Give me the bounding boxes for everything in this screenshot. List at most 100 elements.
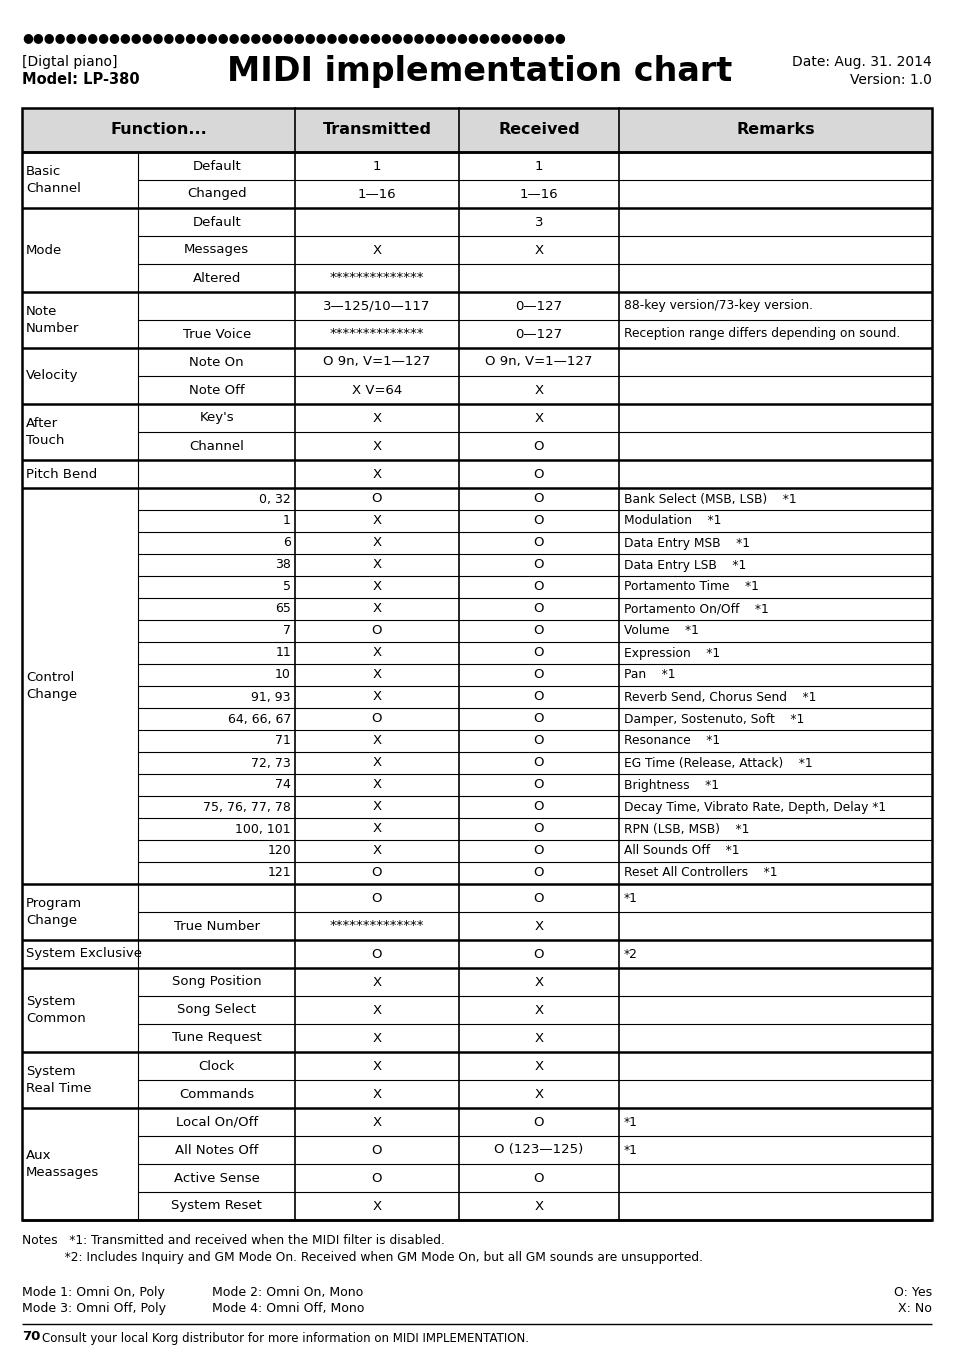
- Text: 1—16: 1—16: [519, 188, 558, 201]
- Text: O: O: [533, 756, 543, 770]
- Text: O: O: [533, 602, 543, 616]
- Text: X: X: [372, 1088, 381, 1100]
- Text: Tune Request: Tune Request: [172, 1031, 261, 1045]
- Text: X: X: [534, 1088, 543, 1100]
- Text: 64, 66, 67: 64, 66, 67: [228, 713, 291, 725]
- Text: Expression    *1: Expression *1: [623, 647, 720, 660]
- Text: 120: 120: [267, 845, 291, 857]
- Text: 121: 121: [267, 867, 291, 879]
- Text: O: O: [533, 440, 543, 452]
- Text: True Voice: True Voice: [182, 328, 251, 340]
- Text: Song Position: Song Position: [172, 976, 261, 988]
- Text: Pan    *1: Pan *1: [623, 668, 675, 682]
- Text: *2: Includes Inquiry and GM Mode On. Received when GM Mode On, but all GM sounds: *2: Includes Inquiry and GM Mode On. Rec…: [22, 1251, 702, 1264]
- Text: X: X: [534, 243, 543, 256]
- Text: *1: *1: [623, 891, 638, 904]
- Text: X: X: [372, 602, 381, 616]
- Text: Note Off: Note Off: [189, 383, 244, 397]
- Text: X: X: [372, 647, 381, 660]
- Text: O: Yes: O: Yes: [893, 1287, 931, 1299]
- Text: 1—16: 1—16: [357, 188, 395, 201]
- Text: X: X: [372, 467, 381, 481]
- Text: 3—125/10—117: 3—125/10—117: [323, 300, 430, 312]
- Text: Active Sense: Active Sense: [173, 1172, 259, 1184]
- Text: 91, 93: 91, 93: [252, 690, 291, 703]
- Bar: [22, 108, 931, 153]
- Text: 10: 10: [274, 668, 291, 682]
- Text: X V=64: X V=64: [352, 383, 401, 397]
- Text: O: O: [533, 845, 543, 857]
- Text: EG Time (Release, Attack)    *1: EG Time (Release, Attack) *1: [623, 756, 812, 770]
- Text: X: X: [372, 1200, 381, 1212]
- Text: Portamento On/Off    *1: Portamento On/Off *1: [623, 602, 768, 616]
- Text: X: X: [534, 412, 543, 424]
- Text: O: O: [372, 948, 382, 960]
- Text: O: O: [533, 559, 543, 571]
- Text: O: O: [533, 867, 543, 879]
- Text: 71: 71: [274, 734, 291, 748]
- Text: Program
Change: Program Change: [26, 896, 82, 927]
- Text: O: O: [372, 713, 382, 725]
- Text: O: O: [533, 690, 543, 703]
- Text: Mode 2: Omni On, Mono: Mode 2: Omni On, Mono: [212, 1287, 363, 1299]
- Text: Basic
Channel: Basic Channel: [26, 165, 81, 194]
- Text: X: X: [372, 690, 381, 703]
- Text: X: X: [372, 243, 381, 256]
- Text: Bank Select (MSB, LSB)    *1: Bank Select (MSB, LSB) *1: [623, 493, 796, 505]
- Text: **************: **************: [330, 271, 424, 285]
- Text: Default: Default: [193, 216, 241, 228]
- Text: [Digtal piano]: [Digtal piano]: [22, 55, 117, 69]
- Text: O: O: [533, 713, 543, 725]
- Text: X: X: [372, 801, 381, 814]
- Text: 11: 11: [275, 647, 291, 660]
- Text: O: O: [533, 580, 543, 594]
- Text: X: X: [534, 976, 543, 988]
- Text: Decay Time, Vibrato Rate, Depth, Delay *1: Decay Time, Vibrato Rate, Depth, Delay *…: [623, 801, 885, 814]
- Text: All Sounds Off    *1: All Sounds Off *1: [623, 845, 739, 857]
- Text: RPN (LSB, MSB)    *1: RPN (LSB, MSB) *1: [623, 822, 748, 836]
- Text: 65: 65: [274, 602, 291, 616]
- Text: Damper, Sostenuto, Soft    *1: Damper, Sostenuto, Soft *1: [623, 713, 803, 725]
- Text: *1: *1: [623, 1115, 638, 1129]
- Text: X: X: [372, 1031, 381, 1045]
- Text: 7: 7: [283, 625, 291, 637]
- Text: Local On/Off: Local On/Off: [175, 1115, 257, 1129]
- Text: 3: 3: [534, 216, 542, 228]
- Text: O: O: [533, 1115, 543, 1129]
- Text: Pitch Bend: Pitch Bend: [26, 467, 97, 481]
- Text: *1: *1: [623, 1143, 638, 1157]
- Text: O: O: [533, 801, 543, 814]
- Text: O: O: [372, 867, 382, 879]
- Text: X: X: [534, 1200, 543, 1212]
- Text: X: X: [372, 756, 381, 770]
- Text: O: O: [533, 625, 543, 637]
- Text: 0—127: 0—127: [515, 328, 562, 340]
- Text: All Notes Off: All Notes Off: [174, 1143, 258, 1157]
- Text: Portamento Time    *1: Portamento Time *1: [623, 580, 758, 594]
- Text: X: X: [372, 1115, 381, 1129]
- Text: Consult your local Korg distributor for more information on MIDI IMPLEMENTATION.: Consult your local Korg distributor for …: [42, 1332, 529, 1345]
- Text: X: X: [534, 1060, 543, 1072]
- Text: X: No: X: No: [897, 1301, 931, 1315]
- Text: 88-key version/73-key version.: 88-key version/73-key version.: [623, 300, 812, 312]
- Text: O: O: [533, 891, 543, 904]
- Text: O: O: [533, 822, 543, 836]
- Text: O: O: [533, 734, 543, 748]
- Text: Aux
Meassages: Aux Meassages: [26, 1149, 99, 1179]
- Text: Version: 1.0: Version: 1.0: [849, 73, 931, 86]
- Text: 38: 38: [274, 559, 291, 571]
- Text: X: X: [372, 440, 381, 452]
- Text: Modulation    *1: Modulation *1: [623, 514, 720, 528]
- Text: 5: 5: [283, 580, 291, 594]
- Text: 1: 1: [373, 159, 381, 173]
- Text: Transmitted: Transmitted: [322, 123, 431, 138]
- Text: Velocity: Velocity: [26, 370, 78, 382]
- Text: Control
Change: Control Change: [26, 671, 77, 701]
- Text: X: X: [534, 919, 543, 933]
- Text: O: O: [372, 1172, 382, 1184]
- Text: X: X: [372, 779, 381, 791]
- Text: Mode 4: Omni Off, Mono: Mode 4: Omni Off, Mono: [212, 1301, 364, 1315]
- Text: X: X: [372, 559, 381, 571]
- Text: O: O: [372, 891, 382, 904]
- Text: X: X: [534, 1003, 543, 1017]
